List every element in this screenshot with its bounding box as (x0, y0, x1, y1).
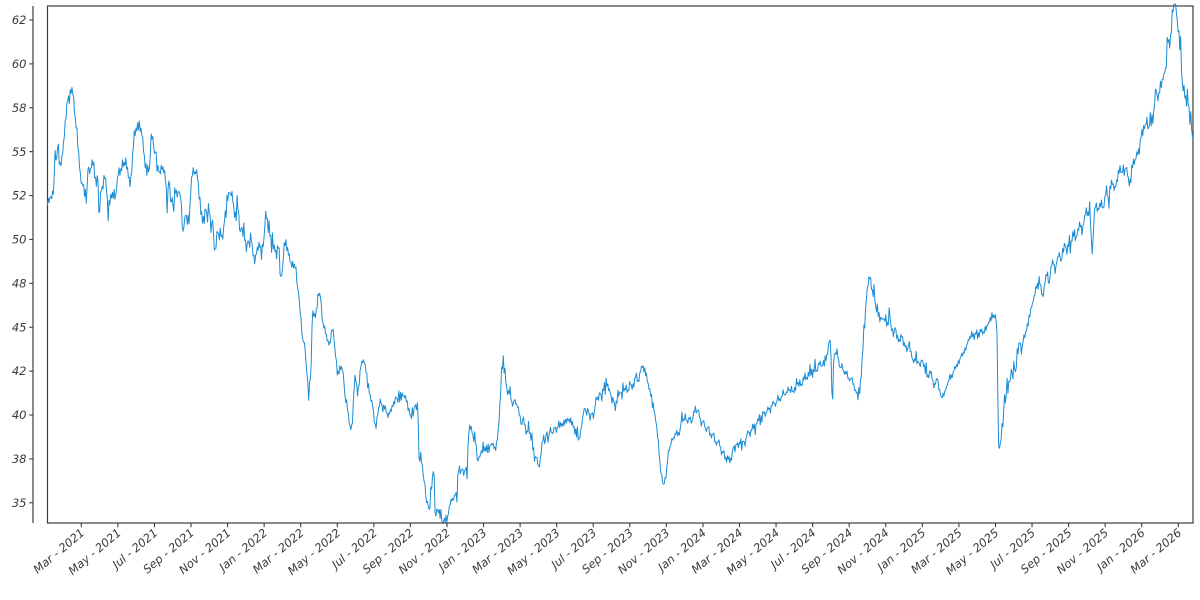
y-tick-label: 58 (12, 101, 27, 115)
y-tick-label: 60 (12, 57, 27, 71)
y-axis: 62 60 58 55 52 50 48 45 42 40 38 35 (12, 6, 34, 523)
price-line-series (46, 3, 1194, 523)
y-tick-label: 35 (12, 496, 27, 510)
y-tick-label: 55 (12, 145, 27, 159)
y-tick-label: 42 (12, 364, 27, 378)
plot-border (46, 5, 1194, 524)
y-tick-label: 45 (12, 320, 27, 334)
y-tick-label: 38 (12, 452, 27, 466)
y-tick-label: 48 (12, 276, 27, 290)
y-tick-label: 40 (12, 408, 27, 422)
y-tick-label: 52 (12, 189, 27, 203)
y-tick-label: 62 (12, 13, 27, 27)
y-tick-label: 50 (12, 233, 27, 247)
